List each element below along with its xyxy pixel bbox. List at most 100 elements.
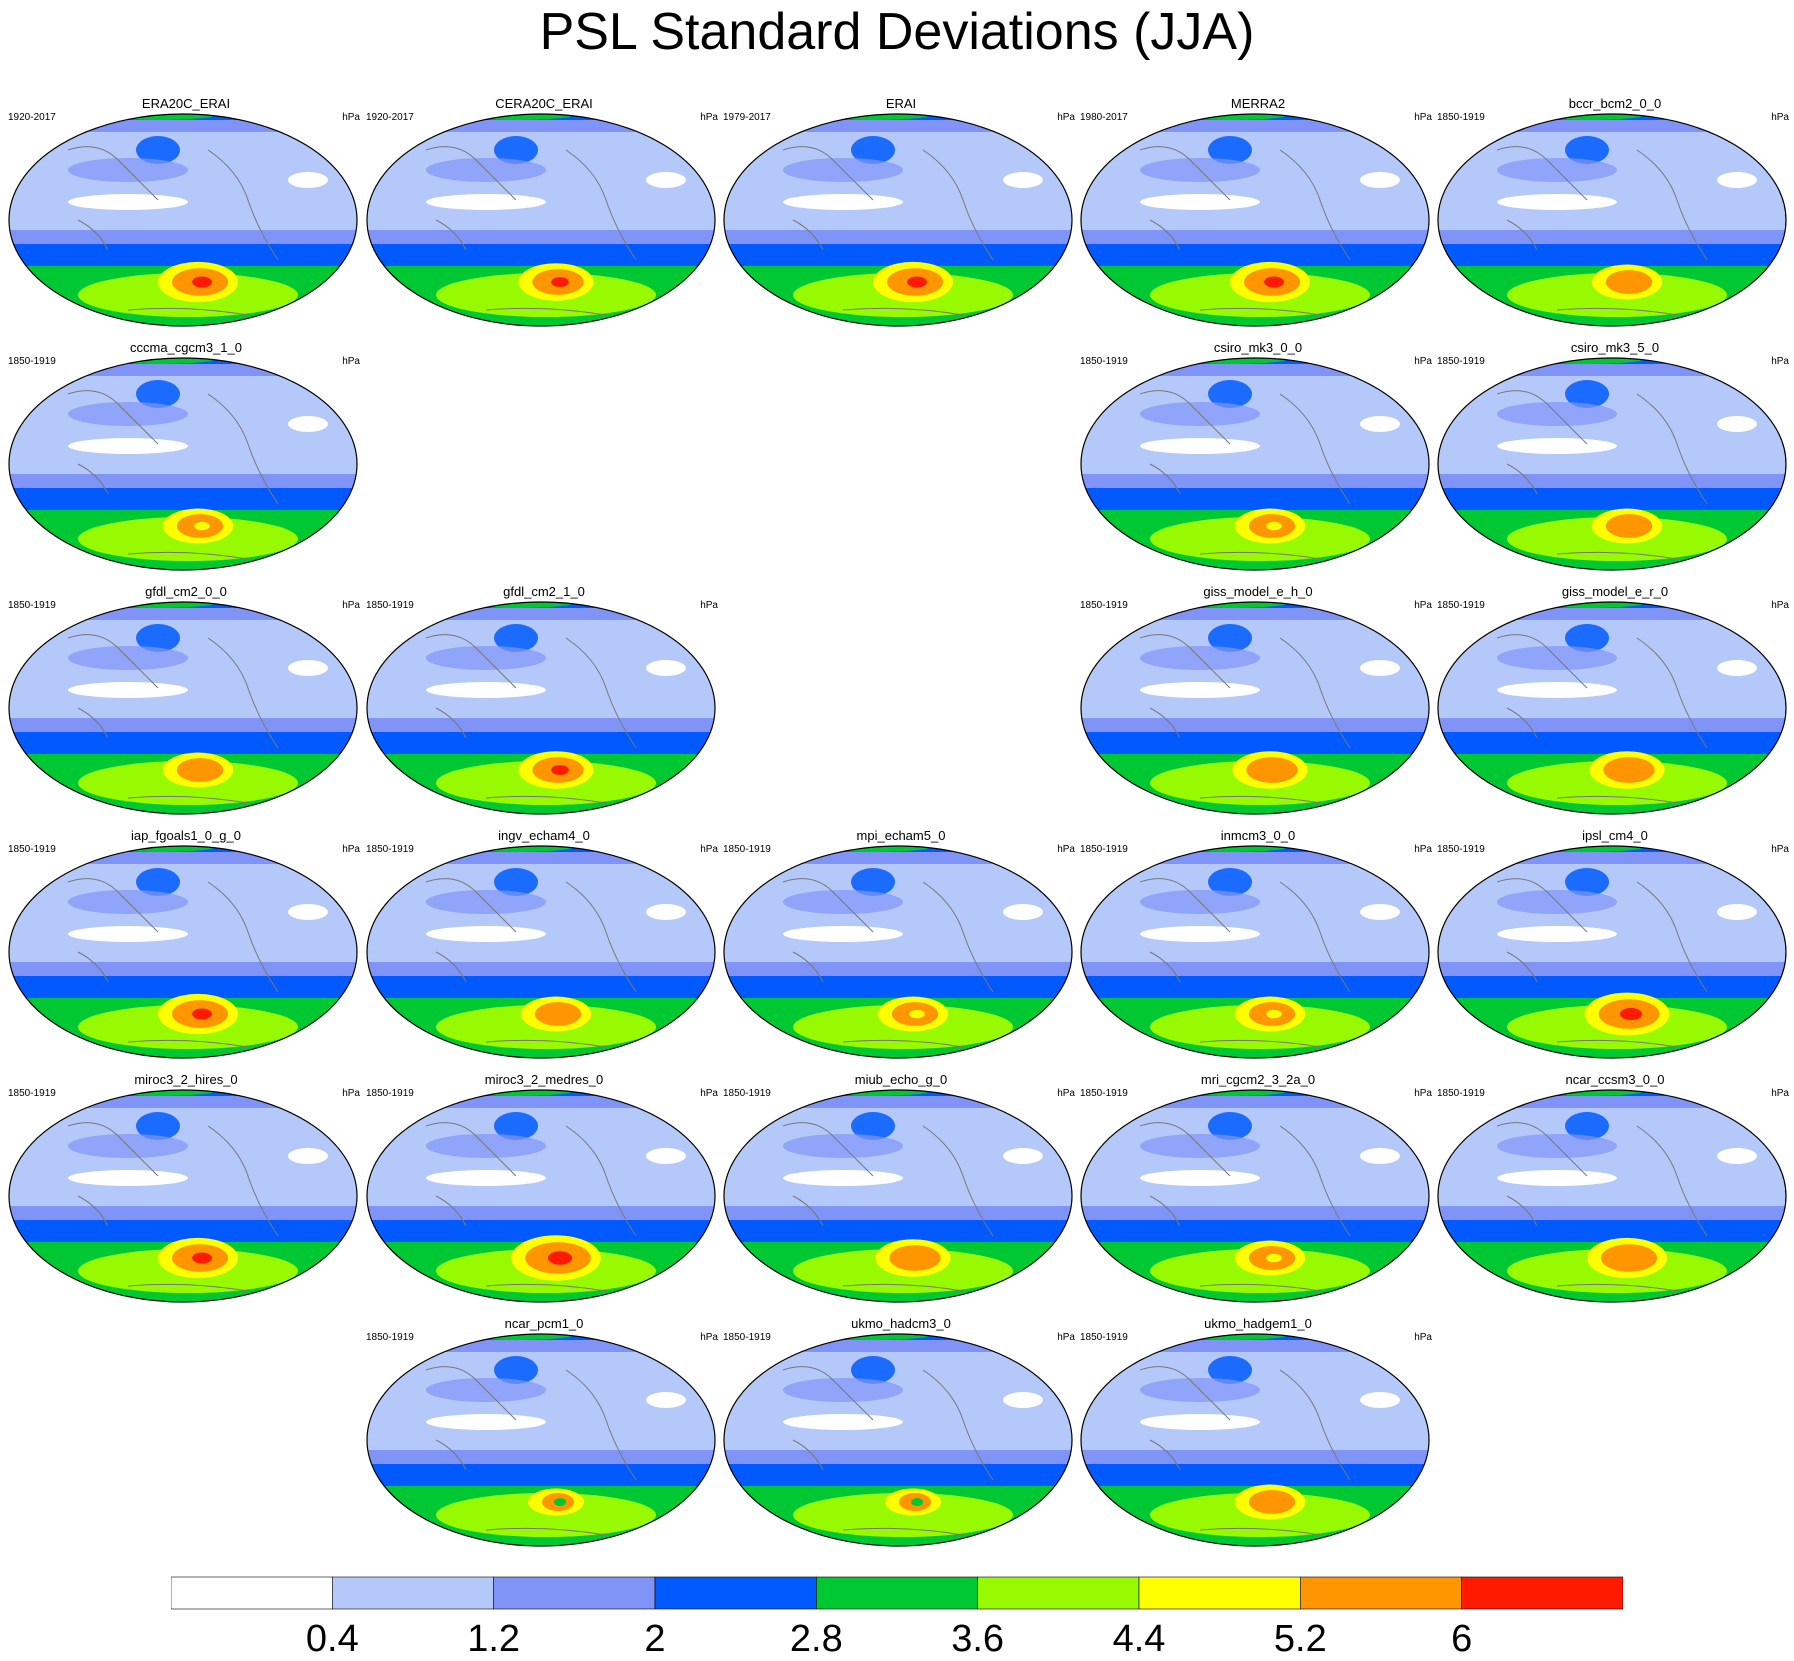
colorbar-swatch bbox=[332, 1576, 494, 1610]
figure-title: PSL Standard Deviations (JJA) bbox=[539, 3, 1255, 61]
map-plot bbox=[1080, 1089, 1430, 1303]
map-panel: inmcm3_0_0 1850-1919 hPa bbox=[1080, 828, 1436, 1064]
panel-period: 1850-1919 bbox=[723, 844, 771, 855]
map-plot bbox=[1080, 1333, 1430, 1547]
panel-unit: hPa bbox=[1771, 356, 1789, 367]
map-plot bbox=[1437, 357, 1787, 571]
map-panel: miub_echo_g_0 1850-1919 hPa bbox=[723, 1072, 1079, 1308]
map-panel: gfdl_cm2_1_0 1850-1919 hPa bbox=[366, 584, 722, 820]
panel-unit: hPa bbox=[1771, 600, 1789, 611]
panel-period: 1850-1919 bbox=[1080, 1332, 1128, 1343]
map-plot bbox=[366, 601, 716, 815]
panel-title: ingv_echam4_0 bbox=[498, 828, 590, 843]
panel-title: miroc3_2_hires_0 bbox=[134, 1072, 238, 1087]
colorbar-tick-label: 4.4 bbox=[1112, 1618, 1166, 1660]
panel-title: giss_model_e_r_0 bbox=[1561, 584, 1669, 599]
panel-title: giss_model_e_h_0 bbox=[1203, 584, 1313, 599]
panel-period: 1850-1919 bbox=[366, 1088, 414, 1099]
panel-unit: hPa bbox=[342, 112, 360, 123]
colorbar-tick-label: 2 bbox=[644, 1618, 666, 1660]
panel-period: 1850-1919 bbox=[1437, 112, 1485, 123]
map-panel: giss_model_e_r_0 1850-1919 hPa bbox=[1437, 584, 1793, 820]
panel-unit: hPa bbox=[700, 1332, 718, 1343]
map-panel: giss_model_e_h_0 1850-1919 hPa bbox=[1080, 584, 1436, 820]
map-plot bbox=[8, 845, 358, 1059]
panel-unit: hPa bbox=[342, 600, 360, 611]
map-plot bbox=[723, 845, 1073, 1059]
panel-unit: hPa bbox=[1414, 844, 1432, 855]
panel-title: gfdl_cm2_1_0 bbox=[503, 584, 585, 599]
map-plot bbox=[723, 113, 1073, 327]
colorbar bbox=[171, 1576, 1623, 1610]
panel-unit: hPa bbox=[700, 1088, 718, 1099]
map-plot bbox=[723, 1333, 1073, 1547]
panel-unit: hPa bbox=[342, 1088, 360, 1099]
colorbar-swatch bbox=[654, 1576, 817, 1610]
map-plot bbox=[8, 601, 358, 815]
panel-period: 1920-2017 bbox=[366, 112, 414, 123]
colorbar-swatches bbox=[171, 1576, 1623, 1610]
map-plot bbox=[366, 1333, 716, 1547]
panel-unit: hPa bbox=[700, 112, 718, 123]
panel-period: 1850-1919 bbox=[723, 1088, 771, 1099]
panel-title: csiro_mk3_5_0 bbox=[1570, 340, 1660, 355]
panel-title: cccma_cgcm3_1_0 bbox=[130, 340, 242, 355]
colorbar-tick-label: 1.2 bbox=[467, 1618, 521, 1660]
map-plot bbox=[366, 1089, 716, 1303]
panel-unit: hPa bbox=[1057, 1088, 1075, 1099]
panel-period: 1920-2017 bbox=[8, 112, 56, 123]
map-panel: bccr_bcm2_0_0 1850-1919 hPa bbox=[1437, 96, 1793, 332]
map-panel: ncar_pcm1_0 1850-1919 hPa bbox=[366, 1316, 722, 1552]
panel-period: 1850-1919 bbox=[1080, 600, 1128, 611]
panel-unit: hPa bbox=[1771, 844, 1789, 855]
map-panel: miroc3_2_hires_0 1850-1919 hPa bbox=[8, 1072, 364, 1308]
panel-unit: hPa bbox=[1771, 1088, 1789, 1099]
panel-title: csiro_mk3_0_0 bbox=[1213, 340, 1303, 355]
map-plot bbox=[366, 845, 716, 1059]
panel-title: gfdl_cm2_0_0 bbox=[145, 584, 227, 599]
panel-unit: hPa bbox=[342, 844, 360, 855]
panel-title: CERA20C_ERAI bbox=[495, 96, 593, 111]
colorbar-swatch bbox=[977, 1576, 1140, 1610]
panel-period: 1850-1919 bbox=[366, 600, 414, 611]
map-plot bbox=[8, 357, 358, 571]
panel-unit: hPa bbox=[1057, 112, 1075, 123]
map-panel: CERA20C_ERAI 1920-2017 hPa bbox=[366, 96, 722, 332]
map-plot bbox=[366, 113, 716, 327]
map-panel: ERAI 1979-2017 hPa bbox=[723, 96, 1079, 332]
colorbar-tick-label: 2.8 bbox=[789, 1618, 843, 1660]
panel-title: miroc3_2_medres_0 bbox=[484, 1072, 604, 1087]
map-panel: mri_cgcm2_3_2a_0 1850-1919 hPa bbox=[1080, 1072, 1436, 1308]
colorbar-tick-label: 6 bbox=[1451, 1618, 1473, 1660]
panel-title: inmcm3_0_0 bbox=[1220, 828, 1296, 843]
map-plot bbox=[1437, 601, 1787, 815]
panel-unit: hPa bbox=[700, 600, 718, 611]
map-panel: ingv_echam4_0 1850-1919 hPa bbox=[366, 828, 722, 1064]
map-plot bbox=[1437, 113, 1787, 327]
panel-period: 1850-1919 bbox=[8, 600, 56, 611]
colorbar-swatch bbox=[1461, 1576, 1623, 1610]
map-panel: MERRA2 1980-2017 hPa bbox=[1080, 96, 1436, 332]
panel-period: 1850-1919 bbox=[723, 1332, 771, 1343]
panel-unit: hPa bbox=[1414, 1088, 1432, 1099]
map-panel: iap_fgoals1_0_g_0 1850-1919 hPa bbox=[8, 828, 364, 1064]
map-plot bbox=[723, 1089, 1073, 1303]
map-plot bbox=[8, 113, 358, 327]
map-panel: ncar_ccsm3_0_0 1850-1919 hPa bbox=[1437, 1072, 1793, 1308]
map-panel: csiro_mk3_5_0 1850-1919 hPa bbox=[1437, 340, 1793, 576]
colorbar-tick-label: 5.2 bbox=[1273, 1618, 1327, 1660]
panel-title: ukmo_hadcm3_0 bbox=[851, 1316, 951, 1331]
panel-period: 1850-1919 bbox=[1080, 1088, 1128, 1099]
panel-title: ERAI bbox=[885, 96, 917, 111]
colorbar-tick-label: 3.6 bbox=[951, 1618, 1005, 1660]
panel-title: ncar_ccsm3_0_0 bbox=[1565, 1072, 1665, 1087]
colorbar-swatch bbox=[171, 1576, 333, 1610]
map-plot bbox=[1437, 1089, 1787, 1303]
colorbar-tick-label: 0.4 bbox=[305, 1618, 359, 1660]
panel-unit: hPa bbox=[1414, 356, 1432, 367]
map-panel: mpi_echam5_0 1850-1919 hPa bbox=[723, 828, 1079, 1064]
panel-title: iap_fgoals1_0_g_0 bbox=[131, 828, 241, 843]
map-plot bbox=[1080, 357, 1430, 571]
colorbar-swatch bbox=[493, 1576, 656, 1610]
panel-period: 1850-1919 bbox=[1437, 600, 1485, 611]
